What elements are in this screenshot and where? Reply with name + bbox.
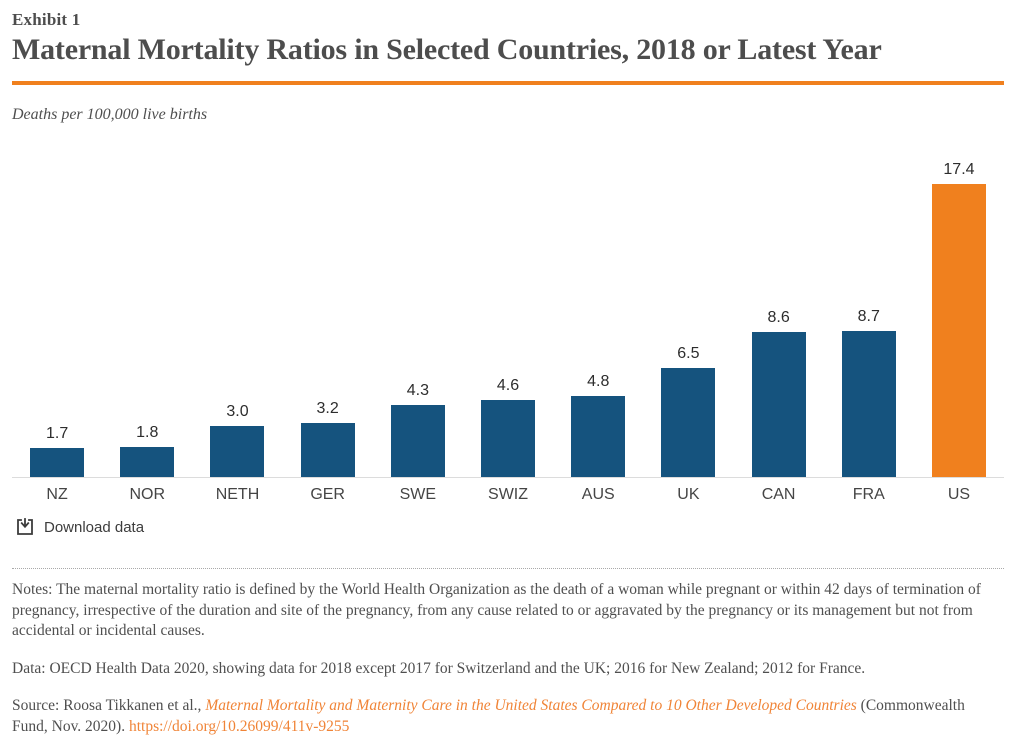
notes-text: Notes: The maternal mortality ratio is d… [12, 581, 981, 640]
bar-group-swe: 4.3 [373, 382, 463, 477]
exhibit-page: Exhibit 1 Maternal Mortality Ratios in S… [12, 10, 1004, 736]
bar-value-label: 17.4 [943, 161, 975, 178]
bar-group-can: 8.6 [734, 309, 824, 477]
bar-value-label: 6.5 [677, 345, 700, 362]
category-label-ger: GER [310, 486, 345, 503]
category-label-nz: NZ [46, 486, 68, 503]
bar-value-label: 4.8 [587, 373, 610, 390]
notes-separator [12, 568, 1004, 569]
report-title-link[interactable]: Maternal Mortality and Maternity Care in… [205, 697, 857, 715]
category-label-swiz: SWIZ [488, 486, 529, 503]
bar-group-nz: 1.7 [12, 425, 102, 477]
bar-value-label: 3.0 [226, 403, 249, 420]
bar-group-fra: 8.7 [824, 308, 914, 477]
bar-can [751, 332, 806, 477]
category-label-swe: SWE [399, 486, 437, 503]
bar-uk [661, 368, 716, 477]
bar-group-neth: 3.0 [192, 403, 282, 477]
category-label-can: CAN [761, 486, 796, 503]
page-title: Maternal Mortality Ratios in Selected Co… [12, 33, 882, 66]
bar-swiz [481, 400, 536, 477]
source-prefix: Source: Roosa Tikkanen et al., [12, 697, 206, 715]
category-labels: NZ NOR NETH GER SWE SWIZ AUS UK CAN FRA US [12, 478, 1004, 504]
category-label-neth: NETH [215, 486, 260, 503]
category-label-uk: UK [677, 486, 700, 503]
category-label-aus: AUS [581, 486, 615, 503]
source-text: Source: Roosa Tikkanen et al., Maternal … [12, 696, 1004, 737]
category-label-us: US [947, 486, 971, 503]
download-data-link[interactable]: Download data [16, 518, 144, 536]
bar-value-label: 8.7 [857, 308, 880, 325]
title-rule [12, 81, 1004, 85]
bar-group-aus: 4.8 [553, 373, 643, 477]
category-label-nor: NOR [129, 486, 166, 503]
bar-swe [390, 405, 445, 477]
bar-group-ger: 3.2 [283, 400, 373, 477]
bar-value-label: 4.3 [406, 382, 429, 399]
doi-link[interactable]: https://doi.org/10.26099/411v-9255 [128, 718, 350, 736]
bar-fra [841, 331, 896, 477]
exhibit-label: Exhibit 1 [12, 10, 81, 29]
bar-group-uk: 6.5 [643, 345, 733, 477]
bar-group-us: 17.4 [914, 161, 1004, 477]
bar-group-nor: 1.8 [102, 424, 192, 477]
bar-chart: 1.7 1.8 3.0 3.2 4.3 4.6 4.8 6.5 8.6 8.7 17.4 NZ NOR… [12, 148, 1004, 504]
bar-value-label: 1.7 [45, 425, 69, 442]
bar-ger [300, 423, 355, 477]
bar-group-swiz: 4.6 [463, 377, 553, 477]
bar-value-label: 4.6 [496, 377, 520, 394]
bar-nz [30, 448, 85, 477]
bar-value-label: 1.8 [136, 424, 159, 441]
download-label: Download data [44, 518, 145, 536]
category-label-fra: FRA [852, 486, 885, 503]
bar-nor [120, 447, 175, 477]
bar-aus [571, 396, 626, 477]
bar-value-label: 8.6 [767, 309, 790, 326]
data-source-text: Data: OECD Health Data 2020, showing dat… [12, 659, 866, 677]
download-icon [16, 518, 34, 536]
bar-neth [210, 426, 265, 477]
bar-us [931, 184, 986, 477]
bar-plot: 1.7 1.8 3.0 3.2 4.3 4.6 4.8 6.5 8.6 8.7 17.4 [12, 148, 1004, 478]
chart-unit-subtitle: Deaths per 100,000 live births [12, 106, 208, 123]
bar-value-label: 3.2 [316, 400, 339, 417]
